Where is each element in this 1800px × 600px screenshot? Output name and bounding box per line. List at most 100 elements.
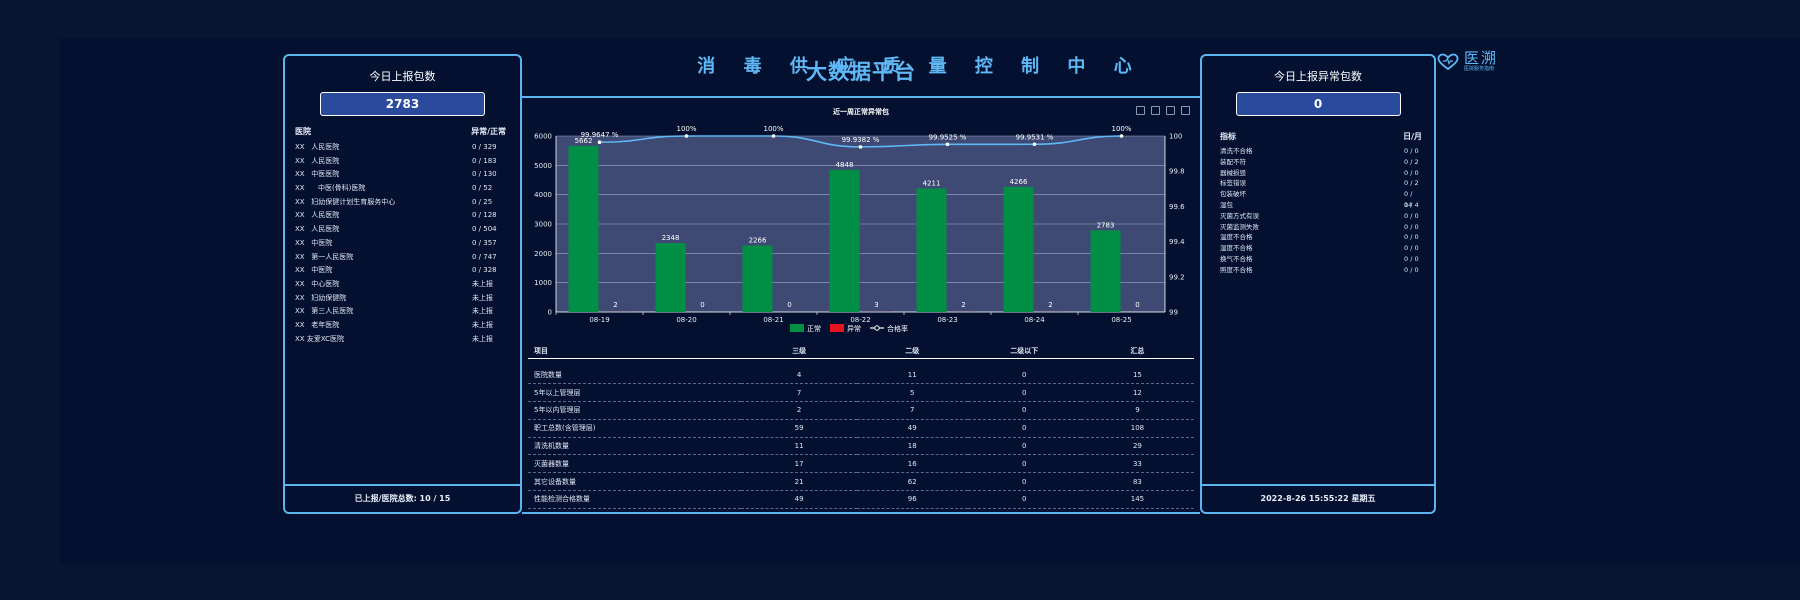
abnormal-count: 0	[1235, 92, 1401, 116]
download-icon[interactable]	[1181, 106, 1190, 115]
bar-normal-label: 4211	[923, 179, 941, 187]
table-cell: 96	[856, 490, 968, 509]
list-item-value: 0 / 0	[1404, 244, 1419, 253]
list-item-value: 0 / 0	[1404, 233, 1419, 242]
reported-count: 2783	[320, 92, 485, 116]
reported-packages-panel: 今日上报包数 2783 医院 异常/正常 XX 人民医院 0 / 329 XX 人民…	[283, 54, 522, 514]
rate-label: 100%	[676, 125, 696, 133]
table-cell: 5年以内管理层	[528, 401, 742, 420]
rate-point	[684, 134, 689, 138]
x-tick-label: 08-19	[589, 316, 609, 324]
table-cell: 0	[967, 490, 1081, 509]
list-item: 湿度不合格 0 / 0	[1220, 243, 1422, 254]
list-item: 标签错误 0 / 2	[1220, 178, 1422, 189]
table-cell: 18	[856, 437, 968, 456]
restore-icon[interactable]	[1166, 106, 1175, 115]
rate-point	[597, 140, 602, 145]
list-item-name: XX 第三人民医院	[295, 307, 354, 316]
bar-normal-label: 2348	[662, 234, 680, 242]
table-cell: 0	[967, 401, 1081, 420]
list-item: XX 人民医院 0 / 183	[295, 155, 506, 169]
list-item: 包装破坏 0 / 14	[1220, 189, 1422, 209]
list-item-value: 未上报	[472, 320, 493, 329]
bar-chart-icon[interactable]	[1151, 106, 1160, 115]
list-item-value: 0 / 0	[1404, 254, 1419, 263]
bar-normal-label: 2783	[1097, 221, 1115, 229]
list-item-value: 0 / 14	[1404, 190, 1413, 209]
list-item-value: 0 / 130	[472, 170, 497, 179]
list-item: XX 第一人民医院 0 / 747	[295, 251, 506, 265]
list-item-value: 0 / 357	[472, 238, 497, 247]
logo-name: 医溯	[1464, 49, 1499, 67]
x-tick-label: 08-23	[937, 316, 957, 324]
table-cell: 7	[741, 383, 857, 403]
list-item: XX 人民医院 0 / 128	[295, 209, 506, 223]
rate-point	[1032, 142, 1037, 147]
list-item-name: 湿度不合格	[1220, 244, 1253, 253]
list-item: XX 中医院 0 / 357	[295, 237, 506, 251]
legend-swatch-normal	[790, 324, 804, 332]
bar-abnormal-label: 3	[874, 301, 878, 309]
list-item-value: 未上报	[472, 279, 493, 288]
bar-normal	[829, 169, 860, 312]
list-item: XX 妇幼保健计划生育服务中心 0 / 25	[295, 196, 506, 210]
y-left-tick-label: 1000	[534, 279, 552, 287]
table-cell: 0	[967, 419, 1081, 438]
bar-normal	[568, 145, 599, 312]
list-item-value: 0 / 0	[1404, 168, 1419, 177]
list-item-name: 照度不合格	[1220, 265, 1253, 274]
list-item-name: XX 中医院	[295, 266, 333, 275]
abnormal-packages-panel: 今日上报异常包数 0 指标 日/月 清洗不合格 0 / 0 装配不符 0 / 2 器械损…	[1200, 54, 1436, 514]
list-item: XX 中医院 0 / 328	[295, 264, 506, 278]
rate-label: 99.9382 %	[842, 136, 880, 144]
list-item: XX 妇幼保健院 未上报	[295, 292, 506, 306]
th-total: 汇总	[1080, 345, 1194, 359]
heart-logo-icon	[1437, 53, 1459, 70]
list-item-name: XX 友爱XC医院	[295, 334, 344, 343]
list-item: 换气不合格 0 / 0	[1220, 254, 1422, 265]
list-item-value: 0 / 25	[472, 197, 493, 206]
th-below: 二级以下	[967, 345, 1081, 359]
list-item-name: 灭菌监测失败	[1220, 222, 1259, 231]
table-row: 清洗机数量 11 18 0 29	[528, 437, 1194, 456]
list-item: 湿包 0 / 4	[1220, 200, 1422, 211]
list-item-value: 0 / 128	[472, 211, 497, 220]
table-cell: 性能检测合格数量	[528, 490, 742, 509]
rate-label: 100%	[1111, 125, 1131, 133]
table-cell: 11	[856, 366, 968, 385]
y-left-tick-label: 3000	[534, 221, 552, 229]
x-tick-label: 08-25	[1111, 316, 1131, 324]
bar-normal	[1003, 186, 1034, 312]
list-item-value: 0 / 328	[472, 266, 497, 275]
line-chart-icon[interactable]	[1136, 106, 1145, 115]
bar-abnormal-label: 2	[961, 301, 965, 309]
y-left-tick-label: 0	[548, 309, 552, 317]
table-cell: 33	[1080, 454, 1194, 474]
table-row: 5年以内管理层 2 7 0 9	[528, 401, 1194, 420]
table-cell: 16	[856, 454, 968, 474]
bar-normal	[742, 245, 773, 312]
x-tick-label: 08-21	[763, 316, 783, 324]
table-cell: 0	[967, 437, 1081, 456]
list-item-name: XX 中心医院	[295, 279, 340, 288]
weekly-chart-svg: 近一周正常异常包01000200030004000500060009999.29…	[534, 107, 1185, 333]
table-cell: 医院数量	[528, 366, 742, 385]
bar-abnormal-label: 0	[1135, 301, 1139, 309]
y-right-tick-label: 100	[1169, 133, 1182, 141]
list-item-name: 装配不符	[1220, 157, 1246, 166]
y-right-tick-label: 99.8	[1169, 168, 1185, 176]
legend-swatch-rate-dot	[874, 325, 880, 331]
list-item-value: 未上报	[472, 334, 493, 343]
list-item-value: 0 / 183	[472, 156, 497, 165]
list-item-value: 未上报	[472, 307, 493, 316]
x-tick-label: 08-22	[850, 316, 870, 324]
rate-point	[1119, 134, 1124, 138]
page-title: 消 毒 供 应 质 量 控 制 中 心	[697, 56, 1143, 77]
y-left-tick-label: 2000	[534, 250, 552, 258]
table-cell: 11	[741, 437, 857, 456]
list-item-name: XX 妇幼保健计划生育服务中心	[295, 197, 396, 206]
bar-normal	[1090, 230, 1121, 312]
datetime: 2022-8-26 15:55:22 星期五	[1202, 484, 1434, 512]
list-item-name: XX 人民医院	[295, 211, 340, 220]
chart-title: 近一周正常异常包	[833, 107, 889, 116]
